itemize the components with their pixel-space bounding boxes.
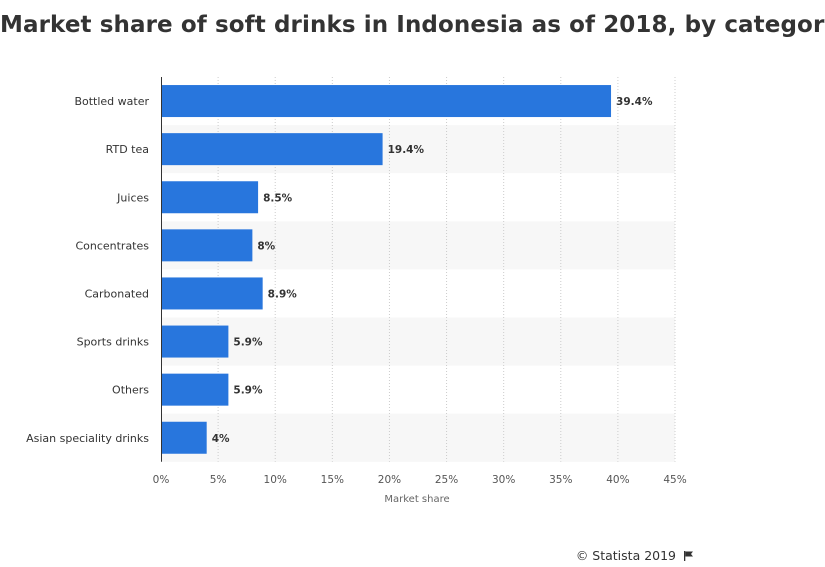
bar	[161, 421, 207, 454]
row-band	[161, 317, 675, 366]
x-tick-label: 0%	[153, 474, 170, 486]
bar	[161, 229, 253, 262]
category-label: Asian speciality drinks	[26, 432, 149, 445]
data-label: 8.5%	[263, 192, 293, 204]
row-band	[161, 413, 675, 462]
data-label: 4%	[212, 433, 230, 445]
bar	[161, 85, 612, 118]
x-tick-label: 45%	[663, 474, 686, 486]
category-label: Sports drinks	[77, 336, 150, 349]
category-label: Juices	[116, 191, 149, 204]
x-tick-label: 15%	[321, 474, 344, 486]
category-label: Concentrates	[75, 239, 149, 252]
data-label: 19.4%	[388, 144, 425, 156]
x-tick-label: 30%	[492, 474, 515, 486]
x-tick-label: 10%	[264, 474, 287, 486]
x-tick-label: 20%	[378, 474, 401, 486]
data-label: 5.9%	[233, 385, 263, 397]
data-label: 39.4%	[616, 96, 653, 108]
x-tick-label: 25%	[435, 474, 458, 486]
data-label: 8.9%	[268, 288, 298, 300]
bar	[161, 133, 383, 166]
chart-title: Market share of soft drinks in Indonesia…	[0, 12, 825, 38]
x-axis-title: Market share	[384, 494, 449, 505]
data-label: 8%	[257, 240, 275, 252]
bar	[161, 325, 229, 358]
bar	[161, 181, 259, 214]
x-tick-label: 5%	[210, 474, 227, 486]
x-tick-label: 35%	[549, 474, 572, 486]
category-label: Others	[112, 384, 149, 397]
bar	[161, 373, 229, 406]
bar	[161, 277, 263, 310]
credit-text: © Statista 2019	[575, 548, 677, 563]
category-label: Carbonated	[85, 287, 149, 300]
statista-credit[interactable]: © Statista 2019	[576, 548, 693, 563]
data-label: 5.9%	[233, 337, 263, 349]
flag-icon[interactable]	[684, 551, 693, 561]
category-label: RTD tea	[106, 143, 149, 156]
x-tick-label: 40%	[606, 474, 629, 486]
category-label: Bottled water	[74, 95, 149, 108]
